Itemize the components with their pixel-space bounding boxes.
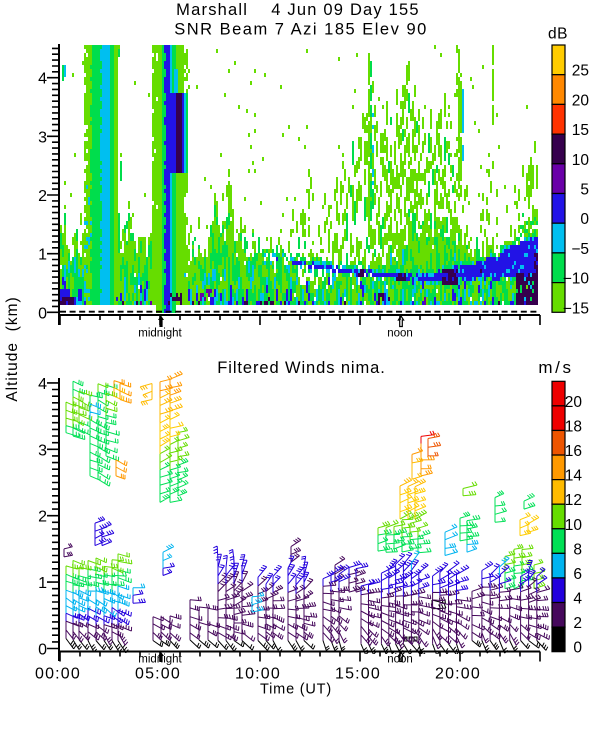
svg-text:5: 5 xyxy=(580,182,589,199)
svg-text:m/s: m/s xyxy=(538,358,573,377)
svg-text:8: 8 xyxy=(573,541,582,558)
svg-text:0: 0 xyxy=(38,642,47,659)
svg-text:6: 6 xyxy=(573,566,582,583)
svg-text:15: 15 xyxy=(572,122,589,139)
svg-text:midnight: midnight xyxy=(138,328,182,340)
svg-text:2: 2 xyxy=(573,615,582,632)
svg-text:18: 18 xyxy=(565,418,582,435)
svg-text:0: 0 xyxy=(38,305,47,322)
svg-text:05:00: 05:00 xyxy=(135,666,181,683)
svg-text:noon: noon xyxy=(387,328,413,340)
svg-text:10:00: 10:00 xyxy=(235,666,281,683)
svg-text:20: 20 xyxy=(565,394,583,411)
svg-text:2: 2 xyxy=(38,188,47,205)
svg-text:3: 3 xyxy=(38,442,47,459)
svg-text:4: 4 xyxy=(38,71,47,88)
svg-text:25: 25 xyxy=(572,63,589,80)
svg-text:1: 1 xyxy=(38,247,47,264)
svg-text:12: 12 xyxy=(565,492,582,509)
svg-text:10: 10 xyxy=(572,152,590,169)
svg-text:Marshall 4 Jun 09 Day 155: Marshall 4 Jun 09 Day 155 xyxy=(176,1,420,19)
svg-text:−5: −5 xyxy=(571,241,589,258)
svg-text:16: 16 xyxy=(565,443,582,460)
svg-text:−10: −10 xyxy=(563,271,590,288)
svg-text:Time (UT): Time (UT) xyxy=(260,682,332,698)
svg-text:1: 1 xyxy=(38,575,47,592)
svg-text:15:00: 15:00 xyxy=(335,666,381,683)
svg-text:2: 2 xyxy=(38,509,47,526)
svg-text:3: 3 xyxy=(38,129,47,146)
svg-text:Altitude (km): Altitude (km) xyxy=(4,296,21,401)
svg-text:20:00: 20:00 xyxy=(435,666,481,683)
svg-text:00:00: 00:00 xyxy=(35,666,81,683)
svg-text:0: 0 xyxy=(573,640,582,657)
svg-text:4: 4 xyxy=(38,376,47,393)
svg-text:noon: noon xyxy=(387,654,413,666)
svg-text:14: 14 xyxy=(565,468,583,485)
svg-text:20: 20 xyxy=(572,92,590,109)
svg-text:4: 4 xyxy=(573,591,582,608)
svg-text:Filtered Winds nima.: Filtered Winds nima. xyxy=(217,359,385,377)
svg-text:−15: −15 xyxy=(563,300,589,317)
svg-text:SNR Beam 7 Azi 185 Elev 90: SNR Beam 7 Azi 185 Elev 90 xyxy=(174,21,428,39)
svg-text:dB: dB xyxy=(548,26,568,43)
svg-text:0: 0 xyxy=(580,211,589,228)
svg-text:10: 10 xyxy=(565,517,583,534)
svg-text:midnight: midnight xyxy=(138,654,182,666)
